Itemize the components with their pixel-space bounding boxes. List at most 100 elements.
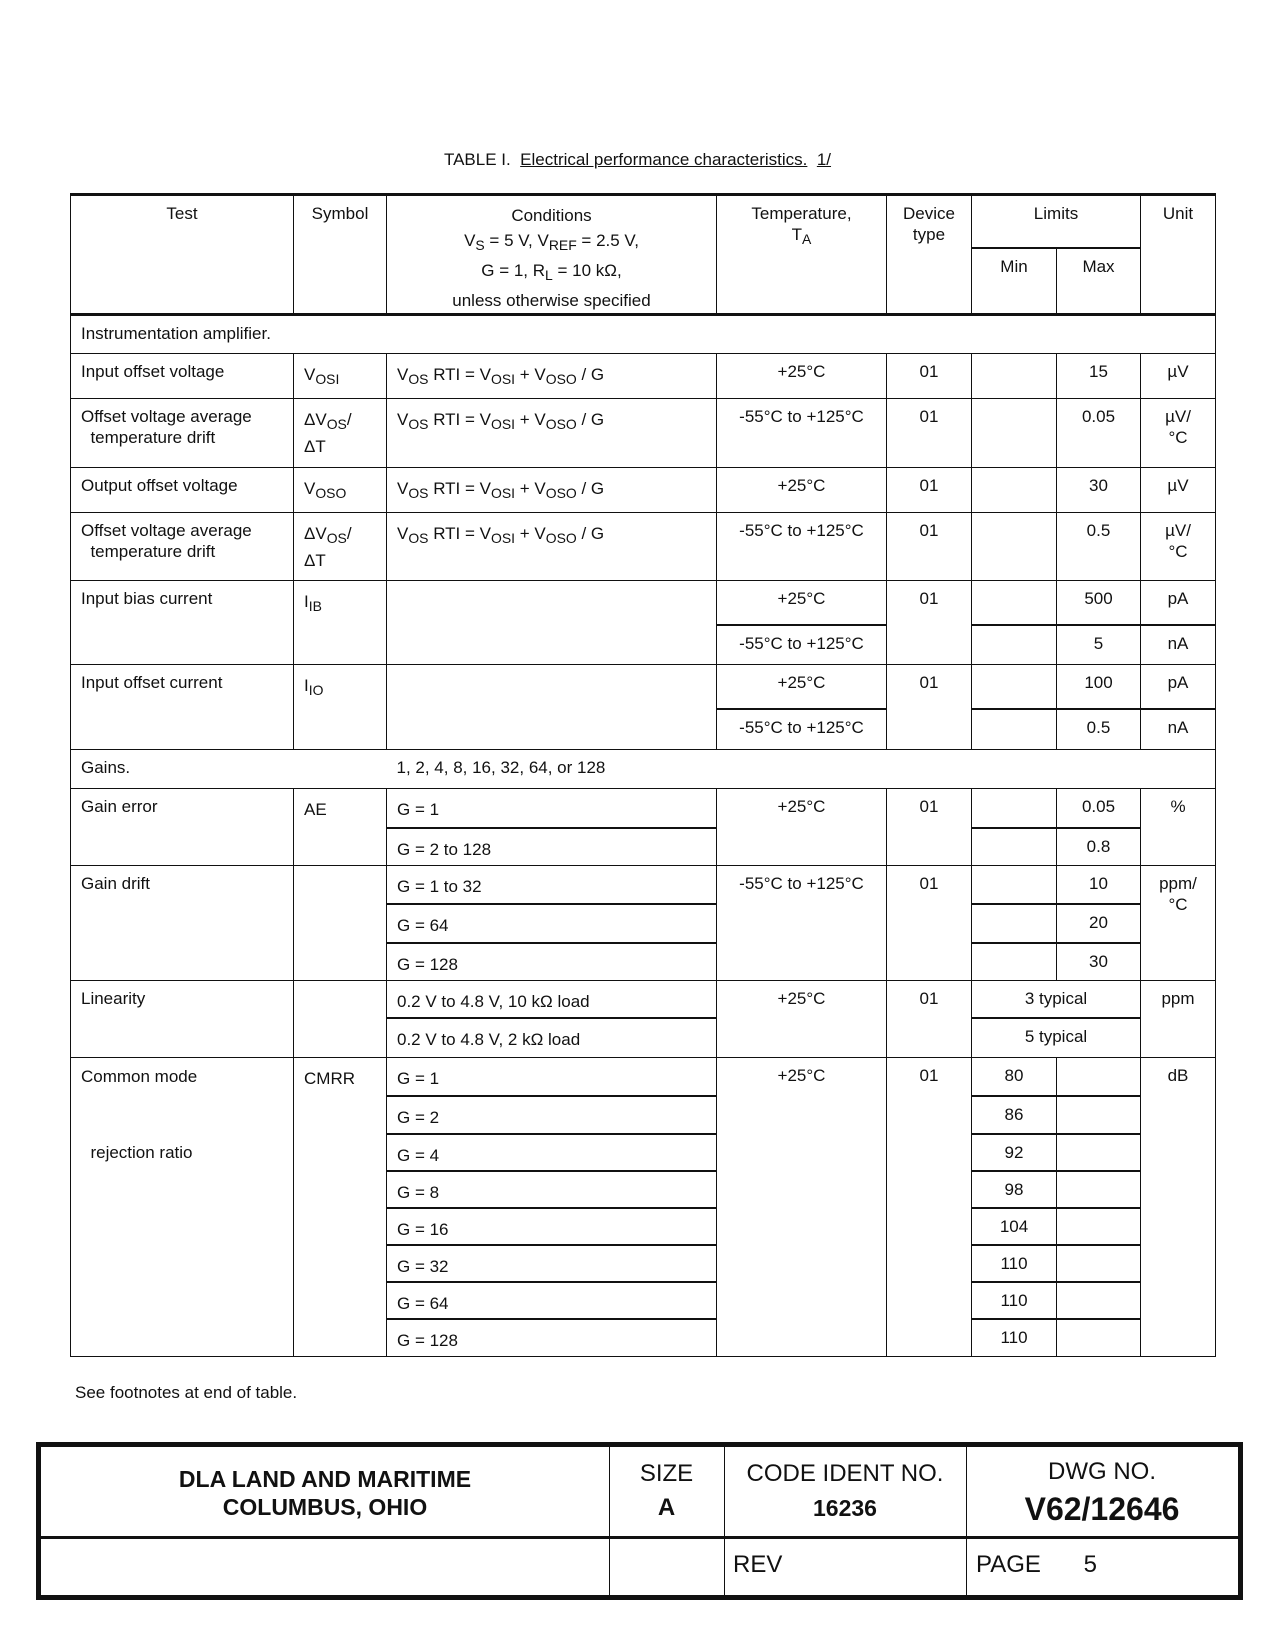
- text-segment: AE: [304, 800, 327, 820]
- limit-min: [971, 623, 1057, 666]
- temperature: +25°C: [716, 467, 887, 514]
- text-segment: G = 8: [397, 1182, 440, 1202]
- text-segment: /: [346, 410, 352, 430]
- symbol: VOSI: [293, 353, 387, 400]
- limit-max: 5: [1056, 623, 1141, 666]
- unit: nA: [1140, 707, 1216, 751]
- test-name: Gain drift: [70, 865, 294, 982]
- text-segment: I: [304, 676, 309, 696]
- condition: G = 64: [386, 902, 717, 944]
- subscript: OSI: [491, 371, 516, 388]
- text-segment: G = 2: [397, 1107, 440, 1127]
- footnote-note: See footnotes at end of table.: [75, 1383, 298, 1402]
- subscript: OS: [326, 530, 347, 547]
- text-segment: G = 1: [397, 1069, 440, 1089]
- limit-max: 0.5: [1056, 707, 1141, 751]
- subscript: A: [802, 231, 812, 248]
- condition: [386, 664, 717, 751]
- limit-min: 86: [971, 1094, 1057, 1135]
- text-segment: G = 1 to 32: [397, 877, 482, 897]
- section-title: Gains.: [70, 749, 387, 790]
- temperature-label: Temperature,: [751, 204, 852, 223]
- test-name: Input offset current: [70, 664, 294, 751]
- text-segment: V: [397, 410, 409, 430]
- device-type: 01: [886, 398, 972, 469]
- header-device-type: Device type: [886, 192, 972, 316]
- section-row: Instrumentation amplifier.: [70, 313, 1216, 355]
- text-segment: /: [346, 524, 352, 544]
- text-segment: V: [397, 524, 409, 544]
- subscript: OS: [326, 416, 347, 433]
- header-symbol: Symbol: [293, 192, 387, 316]
- subscript: OSI: [491, 485, 516, 502]
- text-segment: G = 128: [397, 954, 458, 974]
- table-row: Gain error AE G = 1 +25°C 01 0.05%: [70, 788, 1216, 867]
- table-row: -55°C to +125°C 0.5 nA: [71, 707, 1216, 751]
- condition: VOS RTI = VOSI + VOSO / G: [386, 353, 717, 400]
- page-cell: PAGE 5: [976, 1551, 1097, 1579]
- limit-min: [971, 664, 1057, 710]
- limit-max: 20: [1056, 902, 1141, 944]
- temperature: +25°C: [716, 353, 887, 400]
- condition: G = 2 to 128: [386, 826, 717, 867]
- symbol: VOSO: [293, 467, 387, 514]
- unit: ppm/ °C: [1140, 865, 1216, 982]
- limit-max: 30: [1056, 467, 1141, 514]
- table-row: G = 128 110: [71, 1317, 1216, 1358]
- condition: VOS RTI = VOSI + VOSO / G: [386, 512, 717, 582]
- conditions-line-3: unless otherwise specified: [452, 291, 651, 311]
- header-conditions: Conditions VS = 5 V, VREF = 2.5 V, G = 1, …: [386, 192, 717, 316]
- subscript: S: [475, 237, 485, 254]
- limit-max: 100: [1056, 664, 1141, 710]
- text-segment: G = 1: [397, 800, 440, 820]
- test-name: Common mode rejection ratio: [70, 1057, 294, 1358]
- text-segment: 0.2 V to 4.8 V, 10 kΩ load: [397, 992, 590, 1012]
- table-row: G = 2 to 128 0.8: [71, 826, 1216, 867]
- size-value: A: [657, 1494, 676, 1521]
- temperature: -55°C to +125°C: [716, 398, 887, 469]
- org-line-2: COLUMBUS, OHIO: [222, 1494, 428, 1520]
- subscript: IO: [308, 682, 324, 699]
- text-segment: = 10 kΩ,: [552, 261, 622, 281]
- unit: µV/ °C: [1140, 398, 1216, 469]
- limit-max: 500: [1056, 580, 1141, 626]
- limit-max: [1056, 1243, 1141, 1283]
- org-line-1: DLA LAND AND MARITIME: [178, 1466, 472, 1492]
- unit: pA: [1140, 664, 1216, 710]
- limit-min: [971, 902, 1057, 944]
- text-segment: + V: [515, 524, 546, 544]
- temperature: -55°C to +125°C: [716, 865, 887, 982]
- text-segment: G = 64: [397, 1293, 449, 1313]
- table-row: Offset voltage average temperature drift…: [70, 398, 1216, 469]
- table-row: Gain drift G = 1 to 32 -55°C to +125°C 01 10…: [70, 865, 1216, 982]
- condition: 0.2 V to 4.8 V, 10 kΩ load: [386, 980, 717, 1019]
- text-segment: ΔT: [304, 550, 326, 570]
- text-segment: V: [304, 479, 316, 499]
- text-segment: / G: [576, 524, 605, 544]
- table-row: Output offset voltage VOSO VOS RTI = VOSI …: [70, 467, 1216, 514]
- table-row: Input offset voltage VOSI VOS RTI = VOSI +…: [70, 353, 1216, 400]
- temperature: +25°C: [716, 980, 887, 1059]
- text-segment: G = 1, R: [481, 261, 546, 281]
- text-segment: / G: [576, 365, 605, 385]
- section-value: 1, 2, 4, 8, 16, 32, 64, or 128: [386, 749, 1216, 790]
- condition: G = 32: [386, 1243, 717, 1283]
- table-row: Offset voltage average temperature drift…: [70, 512, 1216, 582]
- symbol: CMRR: [293, 1057, 387, 1358]
- limit-min: 80: [971, 1057, 1057, 1097]
- subscript: OSO: [545, 485, 577, 502]
- condition: G = 4: [386, 1132, 717, 1172]
- unit: µV: [1140, 467, 1216, 514]
- condition: VOS RTI = VOSI + VOSO / G: [386, 467, 717, 514]
- device-type: 01: [886, 353, 972, 400]
- temperature: +25°C: [716, 1057, 887, 1358]
- symbol: [293, 865, 387, 982]
- table-row: Input offset current IIO +25°C 01 100 pA: [70, 664, 1216, 751]
- text-segment: / G: [576, 479, 605, 499]
- table-row: Common mode rejection ratio CMRR G = 1 +25°…: [70, 1057, 1216, 1358]
- limit-min: [971, 707, 1057, 751]
- section-row: Gains. 1, 2, 4, 8, 16, 32, 64, or 128: [70, 749, 1216, 790]
- test-name: Output offset voltage: [70, 467, 294, 514]
- condition: G = 128: [386, 941, 717, 982]
- code-ident-label: CODE IDENT NO.: [746, 1460, 944, 1487]
